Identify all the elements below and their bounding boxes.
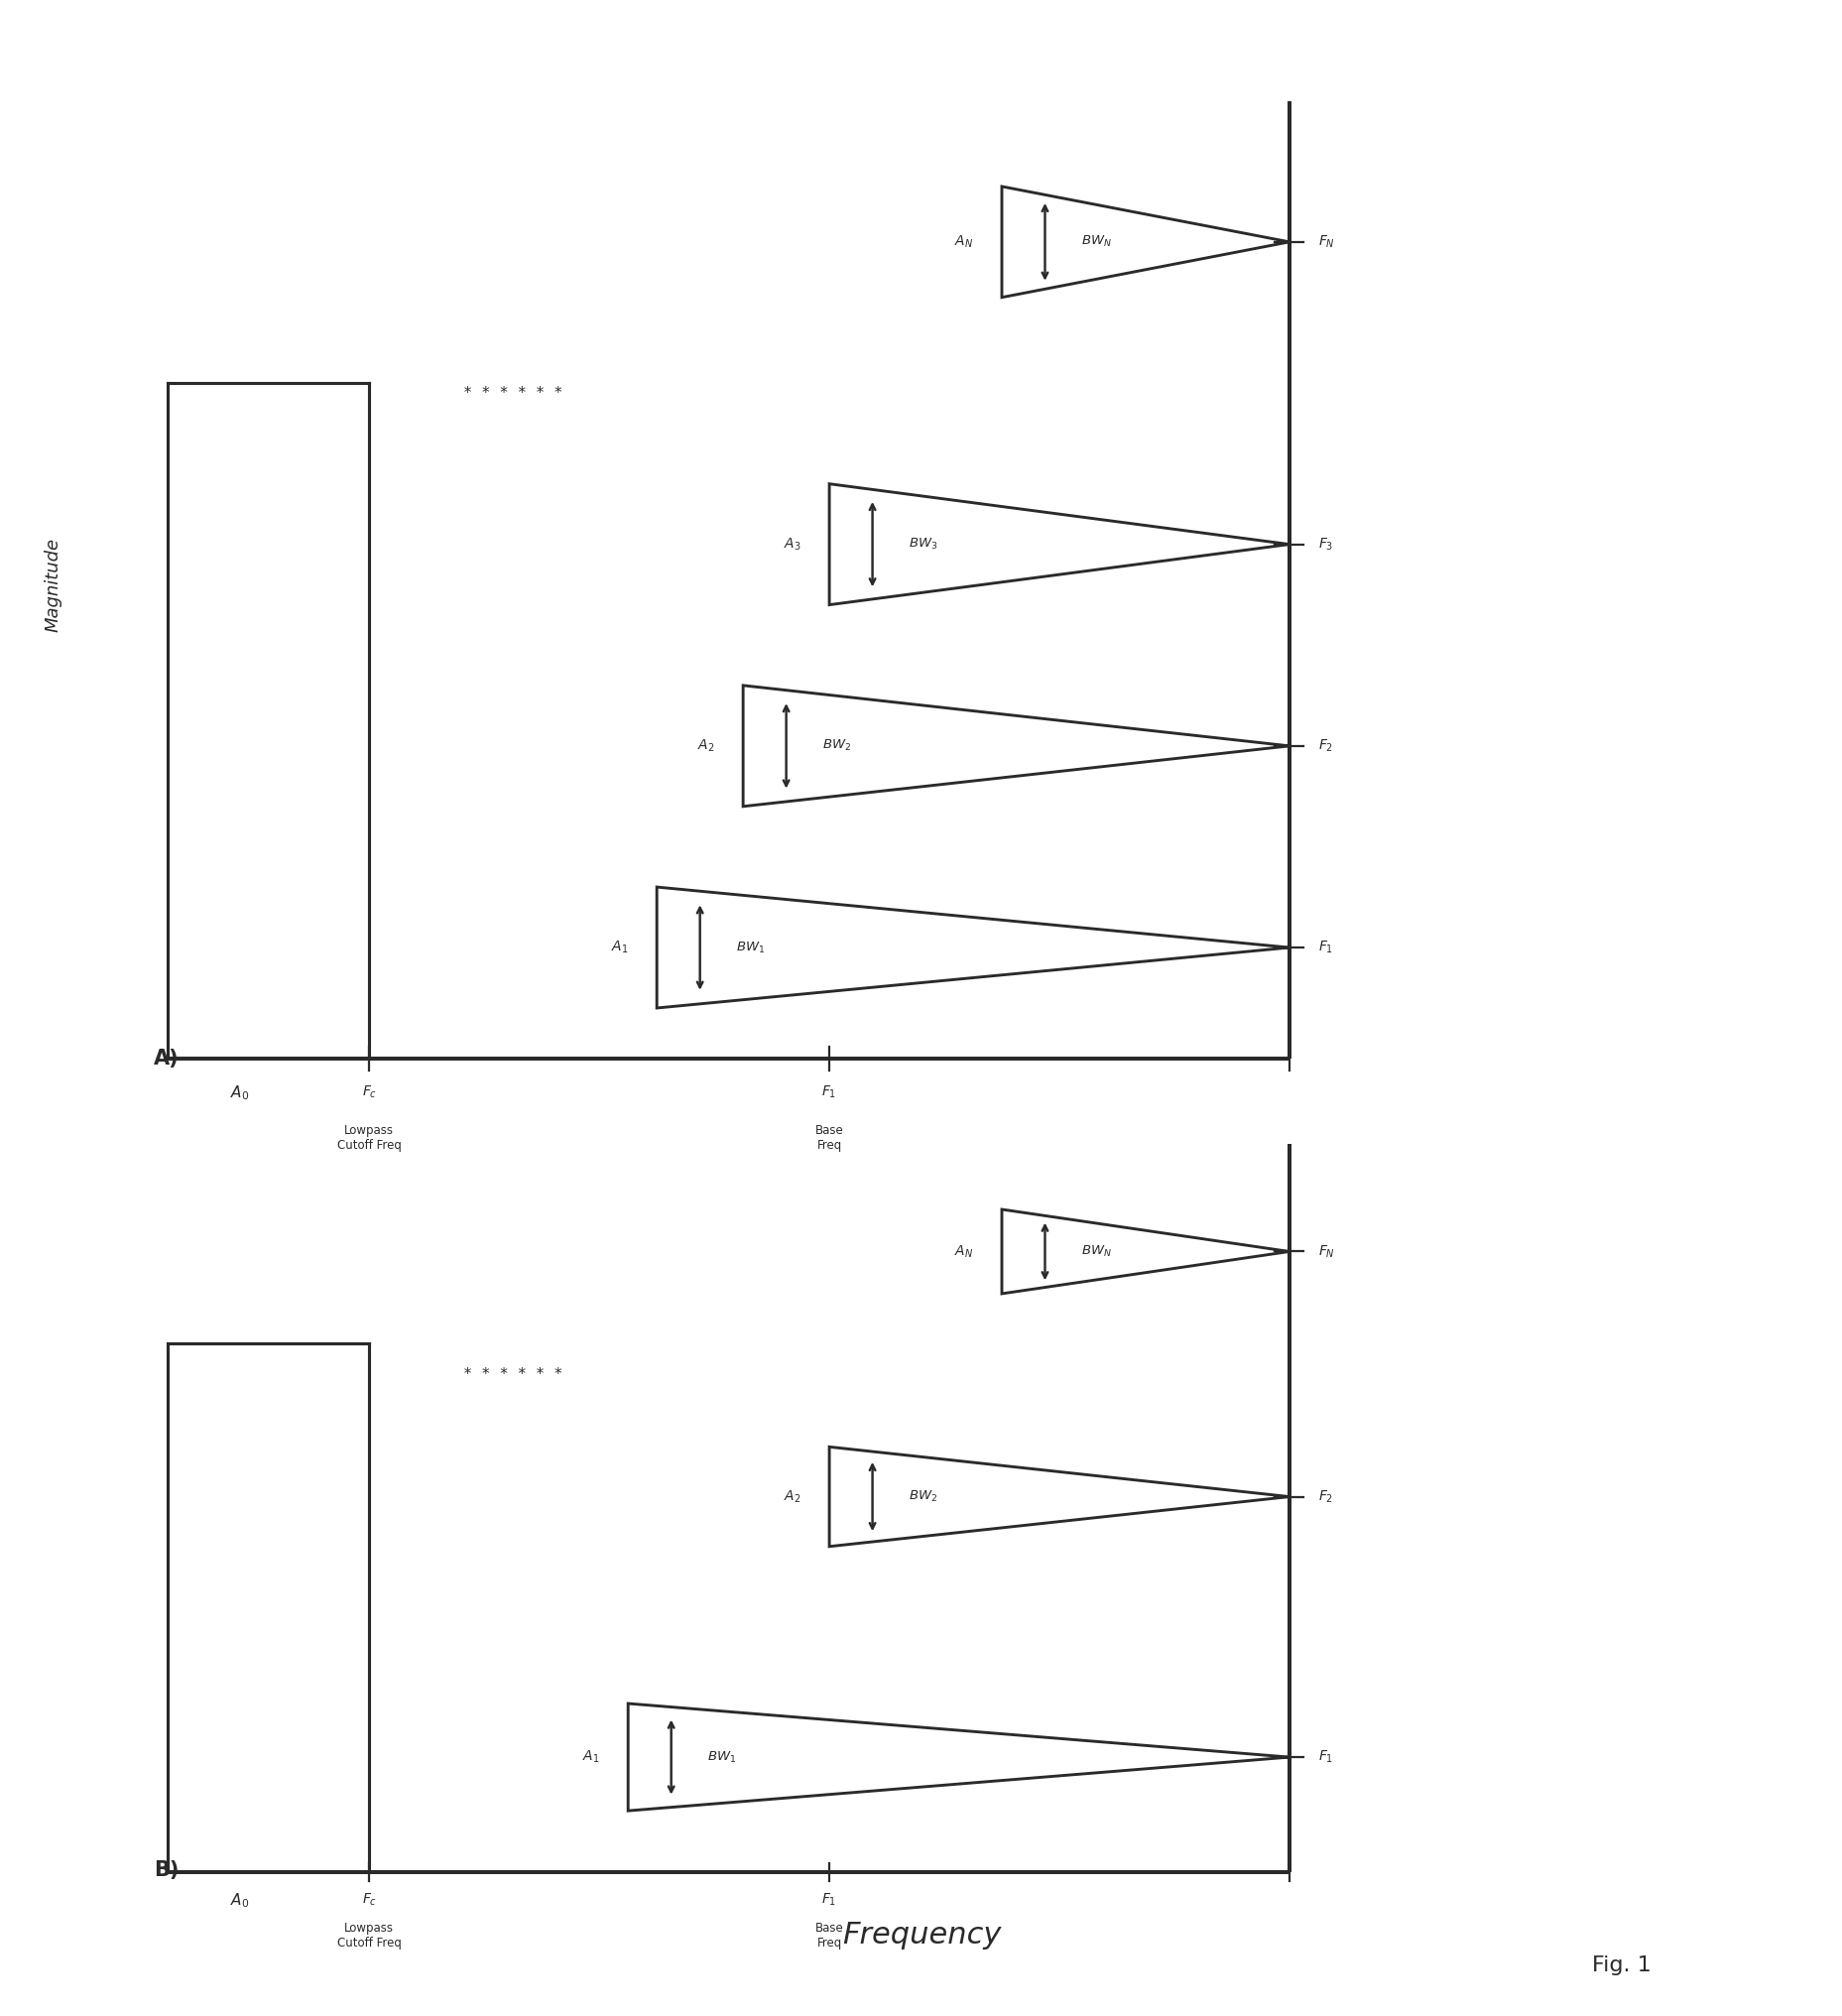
Text: $F_N$: $F_N$ bbox=[1317, 234, 1334, 250]
Text: $BW_1$: $BW_1$ bbox=[735, 939, 764, 956]
Text: $BW_2$: $BW_2$ bbox=[822, 738, 851, 754]
Text: Base
Freq: Base Freq bbox=[814, 1921, 844, 1949]
Text: $A_3$: $A_3$ bbox=[783, 536, 799, 552]
Text: $F_N$: $F_N$ bbox=[1317, 1244, 1334, 1260]
Text: $BW_2$: $BW_2$ bbox=[908, 1490, 938, 1504]
Text: $F_1$: $F_1$ bbox=[822, 1891, 836, 1907]
Text: $F_3$: $F_3$ bbox=[1317, 536, 1332, 552]
Text: $F_1$: $F_1$ bbox=[1317, 939, 1332, 956]
Text: * * * * * *: * * * * * * bbox=[462, 385, 562, 401]
Text: Lowpass
Cutoff Freq: Lowpass Cutoff Freq bbox=[337, 1921, 402, 1949]
Text: $A_1$: $A_1$ bbox=[610, 939, 628, 956]
Text: $BW_N$: $BW_N$ bbox=[1081, 234, 1111, 250]
Text: Lowpass
Cutoff Freq: Lowpass Cutoff Freq bbox=[337, 1123, 402, 1151]
Text: A): A) bbox=[153, 1048, 179, 1068]
Text: $A_2$: $A_2$ bbox=[783, 1488, 799, 1504]
Text: $A_1$: $A_1$ bbox=[582, 1750, 599, 1766]
Text: $F_2$: $F_2$ bbox=[1317, 1488, 1332, 1504]
Text: Magnitude: Magnitude bbox=[44, 538, 63, 631]
Text: $F_c$: $F_c$ bbox=[361, 1891, 376, 1907]
Text: $A_0$: $A_0$ bbox=[230, 1891, 249, 1909]
Text: Fig. 1: Fig. 1 bbox=[1591, 1956, 1650, 1976]
Text: $F_2$: $F_2$ bbox=[1317, 738, 1332, 754]
Text: * * * * * *: * * * * * * bbox=[462, 1367, 562, 1381]
Text: $BW_1$: $BW_1$ bbox=[707, 1750, 735, 1764]
Text: $F_1$: $F_1$ bbox=[1317, 1750, 1332, 1766]
Text: $F_1$: $F_1$ bbox=[822, 1085, 836, 1101]
Text: Base
Freq: Base Freq bbox=[814, 1123, 844, 1151]
Text: Frequency: Frequency bbox=[842, 1921, 1000, 1949]
Text: $A_2$: $A_2$ bbox=[696, 738, 715, 754]
Text: $F_c$: $F_c$ bbox=[361, 1085, 376, 1101]
Text: $BW_3$: $BW_3$ bbox=[908, 536, 938, 552]
Text: $A_0$: $A_0$ bbox=[230, 1085, 249, 1103]
Text: $BW_N$: $BW_N$ bbox=[1081, 1244, 1111, 1260]
Text: B): B) bbox=[153, 1861, 179, 1879]
Text: $A_N$: $A_N$ bbox=[954, 1244, 973, 1260]
Text: $A_N$: $A_N$ bbox=[954, 234, 973, 250]
